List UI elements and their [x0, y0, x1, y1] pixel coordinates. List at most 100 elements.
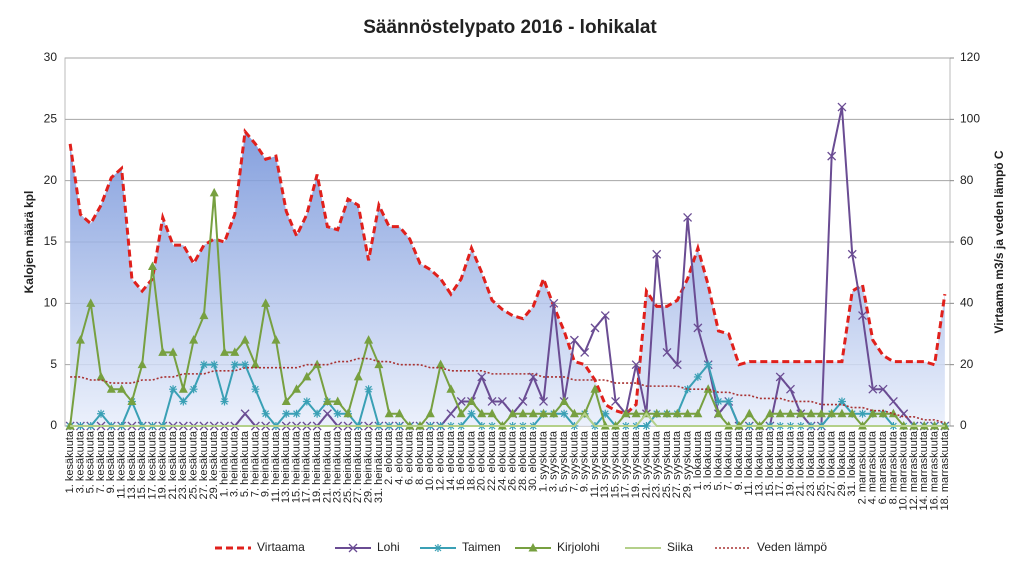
marker-triangle — [384, 408, 394, 418]
x-tick-label: 17. lokakuuta — [774, 430, 786, 496]
marker-triangle — [425, 408, 435, 418]
marker-triangle — [549, 408, 559, 418]
marker-triangle — [220, 347, 230, 356]
x-tick-label: 29. heinäkuuta — [362, 430, 374, 503]
marker-triangle — [466, 396, 476, 405]
x-tick-label: 9. lokakuuta — [733, 430, 745, 490]
x-tick-label: 25. lokakuuta — [815, 430, 827, 496]
marker-triangle — [796, 408, 806, 418]
x-tick-label: 14. elokuuta — [445, 430, 457, 491]
x-tick-label: 13. syyskuuta — [599, 430, 611, 498]
marker-triangle — [322, 396, 332, 405]
marker-triangle — [75, 335, 85, 344]
marker-triangle — [785, 408, 795, 418]
marker-triangle — [106, 384, 116, 393]
marker-star — [313, 409, 322, 418]
x-tick-label: 8. marraskuuta — [887, 430, 899, 504]
chart-title: Säännöstelypato 2016 - lohikalat — [363, 17, 657, 38]
y-tick-label: 10 — [44, 296, 58, 310]
marker-triangle — [672, 408, 682, 418]
marker-x — [827, 151, 837, 161]
x-tick-label: 25. heinäkuuta — [342, 430, 354, 503]
marker-triangle — [827, 408, 837, 418]
x-tick-label: 7. syyskuuta — [568, 430, 580, 492]
x-tick-label: 17. heinäkuuta — [301, 430, 313, 503]
marker-star — [333, 409, 342, 418]
y2-tick-label: 20 — [960, 357, 974, 371]
x-tick-label: 16. elokuuta — [455, 430, 467, 491]
x-tick-label: 19. lokakuuta — [784, 430, 796, 496]
x-tick-label: 31. heinäkuuta — [373, 430, 385, 503]
x-tick-label: 3. syyskuuta — [548, 430, 560, 492]
legend-label: Veden lämpö — [757, 540, 827, 554]
marker-triangle — [230, 347, 240, 356]
y2-axis-title: Virtaama m3/s ja veden lämpö C — [992, 150, 1006, 334]
y-tick-label: 0 — [50, 418, 57, 432]
x-tick-label: 21. syyskuuta — [640, 430, 652, 498]
x-tick-label: 4. marraskuuta — [867, 430, 879, 504]
marker-triangle — [693, 408, 703, 418]
legend-label: Siika — [667, 540, 693, 554]
marker-triangle — [621, 408, 631, 418]
x-tick-label: 14. marraskuuta — [918, 430, 930, 510]
marker-x — [487, 397, 497, 406]
marker-x — [456, 397, 466, 406]
marker-x — [348, 543, 358, 553]
marker-triangle — [559, 396, 569, 405]
marker-x — [837, 102, 847, 112]
marker-x — [446, 409, 456, 419]
marker-x — [868, 384, 878, 394]
marker-x — [672, 360, 682, 370]
x-tick-label: 1. heinäkuuta — [218, 430, 230, 497]
marker-x — [888, 397, 898, 406]
marker-triangle — [631, 408, 641, 418]
marker-x — [240, 409, 250, 419]
marker-x — [858, 311, 867, 321]
marker-star — [601, 409, 610, 418]
marker-x — [549, 298, 559, 308]
marker-x — [611, 397, 621, 406]
marker-star — [704, 360, 713, 369]
x-tick-label: 13. heinäkuuta — [280, 430, 292, 503]
area — [70, 131, 945, 426]
x-tick-label: 28. elokuuta — [517, 430, 529, 491]
y-tick-label: 25 — [44, 112, 58, 126]
marker-star — [693, 372, 702, 381]
marker-triangle — [528, 543, 538, 552]
marker-triangle — [652, 408, 662, 418]
x-tick-label: 19. syyskuuta — [630, 430, 642, 498]
x-tick-label: 23. syyskuuta — [651, 430, 663, 498]
marker-triangle — [683, 408, 693, 418]
marker-triangle — [189, 335, 199, 344]
x-tick-label: 15. lokakuuta — [764, 430, 776, 496]
x-tick-label: 25. syyskuuta — [661, 430, 673, 498]
marker-star — [230, 360, 239, 369]
marker-triangle — [662, 408, 672, 418]
marker-x — [775, 372, 785, 382]
x-tick-label: 25. kesäkuuta — [188, 430, 200, 499]
marker-triangle — [261, 298, 271, 307]
x-tick-label: 5. heinäkuuta — [239, 430, 251, 497]
x-tick-label: 13. kesäkuuta — [126, 430, 138, 499]
x-tick-label: 22. elokuuta — [486, 430, 498, 491]
x-tick-label: 5. lokakuuta — [712, 430, 724, 490]
x-tick-label: 17. syyskuuta — [620, 430, 632, 498]
marker-star — [683, 385, 692, 394]
marker-triangle — [394, 408, 404, 418]
x-tick-label: 6. marraskuuta — [877, 430, 889, 504]
marker-triangle — [137, 359, 147, 369]
marker-triangle — [888, 408, 898, 418]
x-tick-label: 27. heinäkuuta — [352, 430, 364, 503]
x-tick-label: 9. kesäkuuta — [105, 430, 117, 493]
marker-star — [642, 422, 651, 430]
marker-triangle — [250, 359, 260, 369]
y-tick-label: 15 — [44, 234, 58, 248]
marker-star — [724, 397, 733, 406]
x-tick-label: 27. syyskuuta — [671, 430, 683, 498]
y-tick-label: 30 — [44, 50, 58, 64]
x-tick-label: 2. elokuuta — [383, 430, 395, 485]
marker-x — [847, 249, 857, 259]
marker-triangle — [837, 408, 847, 418]
marker-triangle — [333, 396, 343, 405]
x-tick-label: 31. lokakuuta — [846, 430, 858, 496]
